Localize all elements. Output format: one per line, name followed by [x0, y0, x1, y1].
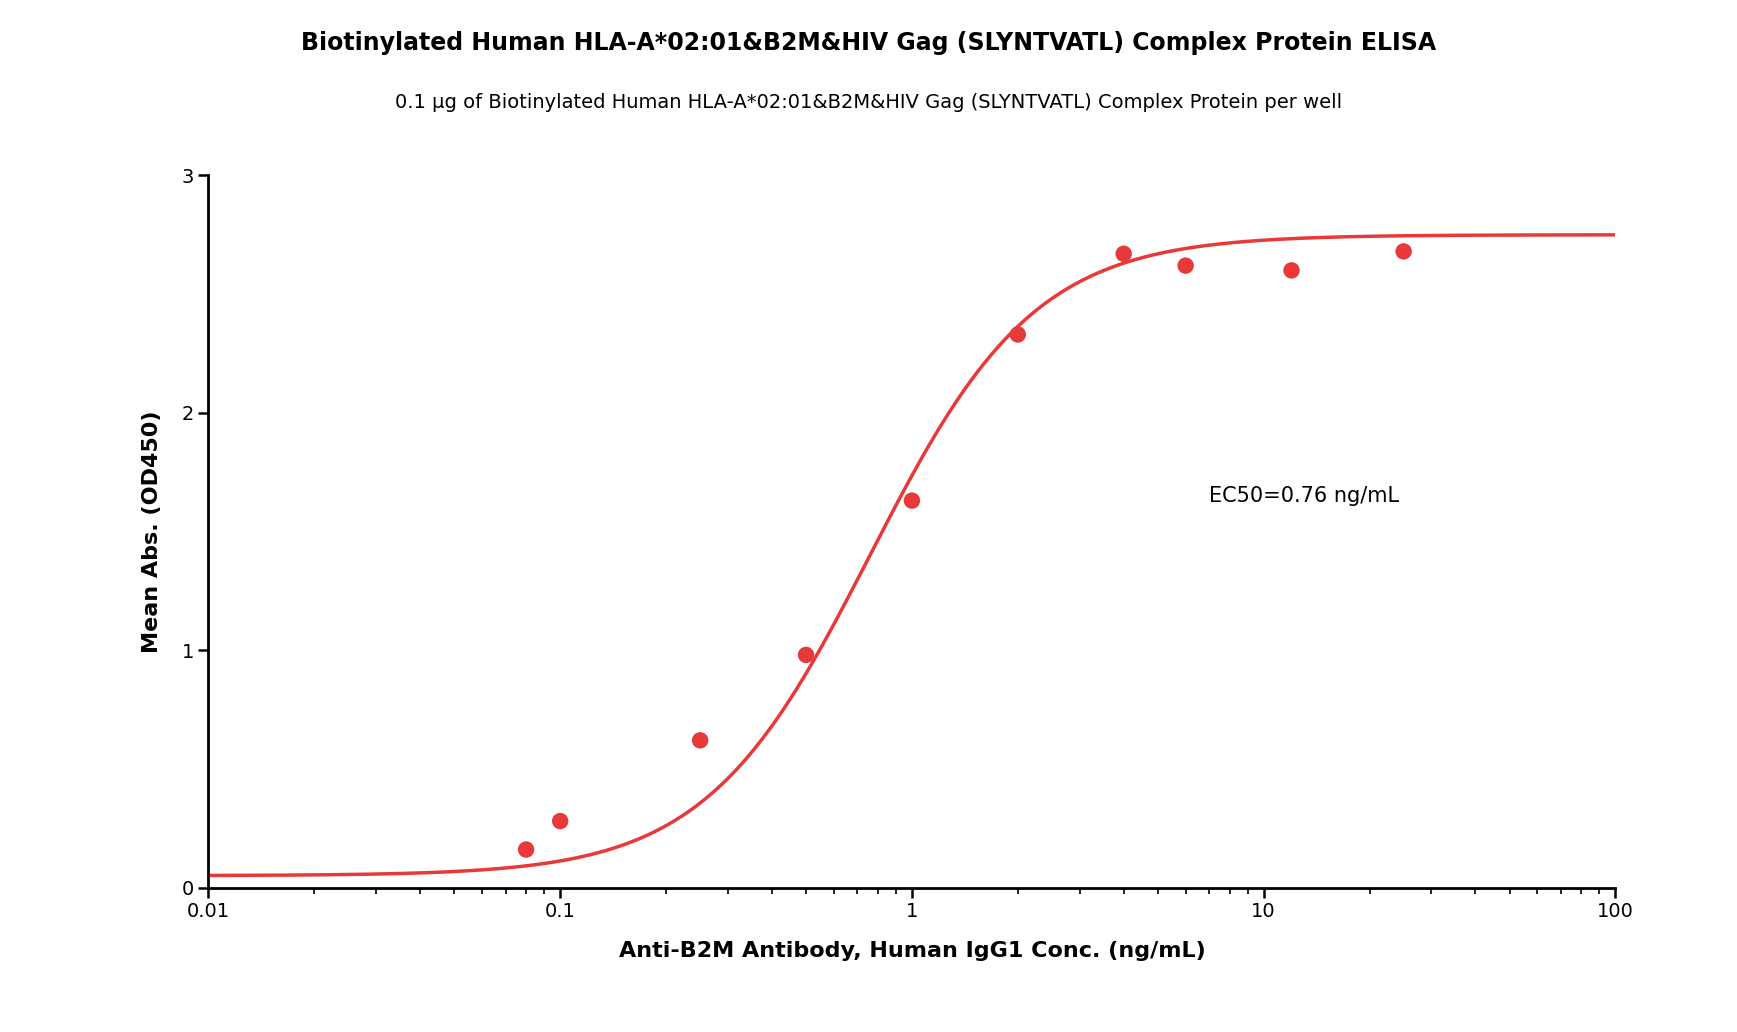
Point [512, 841, 540, 858]
Point [1390, 244, 1417, 260]
Point [1172, 257, 1200, 273]
X-axis label: Anti-B2M Antibody, Human IgG1 Conc. (ng/mL): Anti-B2M Antibody, Human IgG1 Conc. (ng/… [618, 940, 1205, 961]
Point [1278, 262, 1306, 279]
Point [686, 732, 714, 748]
Point [545, 813, 573, 830]
Y-axis label: Mean Abs. (OD450): Mean Abs. (OD450) [142, 411, 162, 652]
Text: 0.1 μg of Biotinylated Human HLA-A*02:01&B2M&HIV Gag (SLYNTVATL) Complex Protein: 0.1 μg of Biotinylated Human HLA-A*02:01… [394, 93, 1343, 111]
Point [1110, 246, 1138, 262]
Point [792, 647, 820, 664]
Text: Biotinylated Human HLA-A*02:01&B2M&HIV Gag (SLYNTVATL) Complex Protein ELISA: Biotinylated Human HLA-A*02:01&B2M&HIV G… [301, 31, 1436, 55]
Point [898, 492, 926, 509]
Point [1004, 326, 1032, 343]
Text: EC50=0.76 ng/mL: EC50=0.76 ng/mL [1209, 486, 1400, 506]
